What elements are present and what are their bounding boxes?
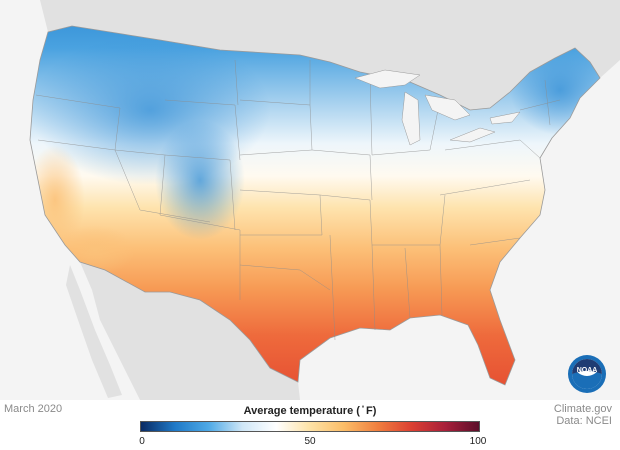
us-outline bbox=[29, 25, 601, 386]
date-label: March 2020 bbox=[4, 403, 63, 415]
legend-color-bar bbox=[140, 421, 480, 432]
baja-peninsula bbox=[66, 265, 122, 398]
map-area: NOAA bbox=[0, 0, 620, 400]
credit-source: Climate.gov bbox=[553, 403, 612, 415]
mexico-land bbox=[80, 262, 300, 400]
canada-land bbox=[0, 0, 620, 110]
credit-data: Data: NCEI bbox=[556, 415, 612, 427]
temperature-map: NOAA bbox=[0, 0, 620, 400]
noaa-logo: NOAA bbox=[568, 355, 606, 393]
noaa-logo-text: NOAA bbox=[577, 367, 598, 374]
state-borders bbox=[35, 59, 561, 341]
great-lakes bbox=[354, 69, 521, 146]
legend-tick-0: 0 bbox=[139, 436, 145, 447]
legend-title: Average temperature ( ̊ F) bbox=[243, 405, 377, 417]
legend-tick-100: 100 bbox=[469, 436, 487, 447]
legend-tick-50: 50 bbox=[304, 436, 316, 447]
